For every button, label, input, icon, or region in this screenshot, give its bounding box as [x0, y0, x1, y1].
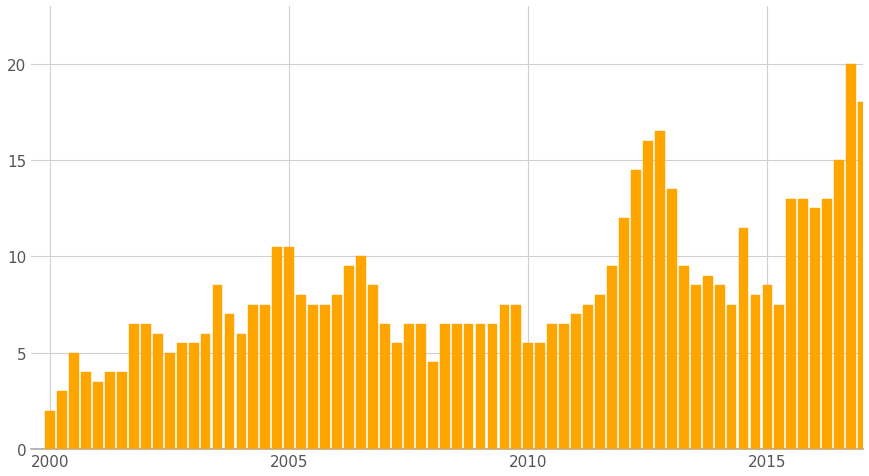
Bar [249, 305, 258, 449]
Bar [212, 286, 222, 449]
Bar [499, 305, 508, 449]
Bar [236, 334, 246, 449]
Bar [332, 296, 342, 449]
Bar [798, 199, 807, 449]
Bar [714, 286, 724, 449]
Bar [153, 334, 163, 449]
Bar [224, 315, 234, 449]
Bar [201, 334, 210, 449]
Bar [667, 189, 676, 449]
Bar [547, 324, 556, 449]
Bar [129, 324, 138, 449]
Bar [821, 199, 831, 449]
Bar [809, 209, 819, 449]
Bar [750, 296, 760, 449]
Bar [70, 353, 79, 449]
Bar [81, 372, 91, 449]
Bar [308, 305, 318, 449]
Bar [582, 305, 593, 449]
Bar [439, 324, 449, 449]
Bar [690, 286, 700, 449]
Bar [284, 248, 294, 449]
Bar [857, 103, 867, 449]
Bar [773, 305, 783, 449]
Bar [463, 324, 473, 449]
Bar [45, 411, 55, 449]
Bar [607, 267, 616, 449]
Bar [57, 392, 67, 449]
Bar [559, 324, 568, 449]
Bar [630, 170, 640, 449]
Bar [141, 324, 150, 449]
Bar [380, 324, 389, 449]
Bar [451, 324, 461, 449]
Bar [105, 372, 115, 449]
Bar [654, 132, 664, 449]
Bar [272, 248, 282, 449]
Bar [487, 324, 497, 449]
Bar [93, 382, 103, 449]
Bar [415, 324, 425, 449]
Bar [355, 257, 366, 449]
Bar [296, 296, 306, 449]
Bar [344, 267, 354, 449]
Bar [523, 344, 533, 449]
Bar [761, 286, 772, 449]
Bar [619, 218, 628, 449]
Bar [260, 305, 270, 449]
Bar [176, 344, 186, 449]
Bar [571, 315, 580, 449]
Bar [511, 305, 521, 449]
Bar [392, 344, 401, 449]
Bar [702, 276, 712, 449]
Bar [428, 363, 437, 449]
Bar [594, 296, 604, 449]
Bar [833, 161, 843, 449]
Bar [786, 199, 795, 449]
Bar [534, 344, 545, 449]
Bar [189, 344, 198, 449]
Bar [320, 305, 329, 449]
Bar [726, 305, 736, 449]
Bar [678, 267, 688, 449]
Bar [164, 353, 175, 449]
Bar [846, 65, 855, 449]
Bar [738, 228, 747, 449]
Bar [403, 324, 414, 449]
Bar [642, 141, 652, 449]
Bar [475, 324, 485, 449]
Bar [116, 372, 127, 449]
Bar [368, 286, 377, 449]
